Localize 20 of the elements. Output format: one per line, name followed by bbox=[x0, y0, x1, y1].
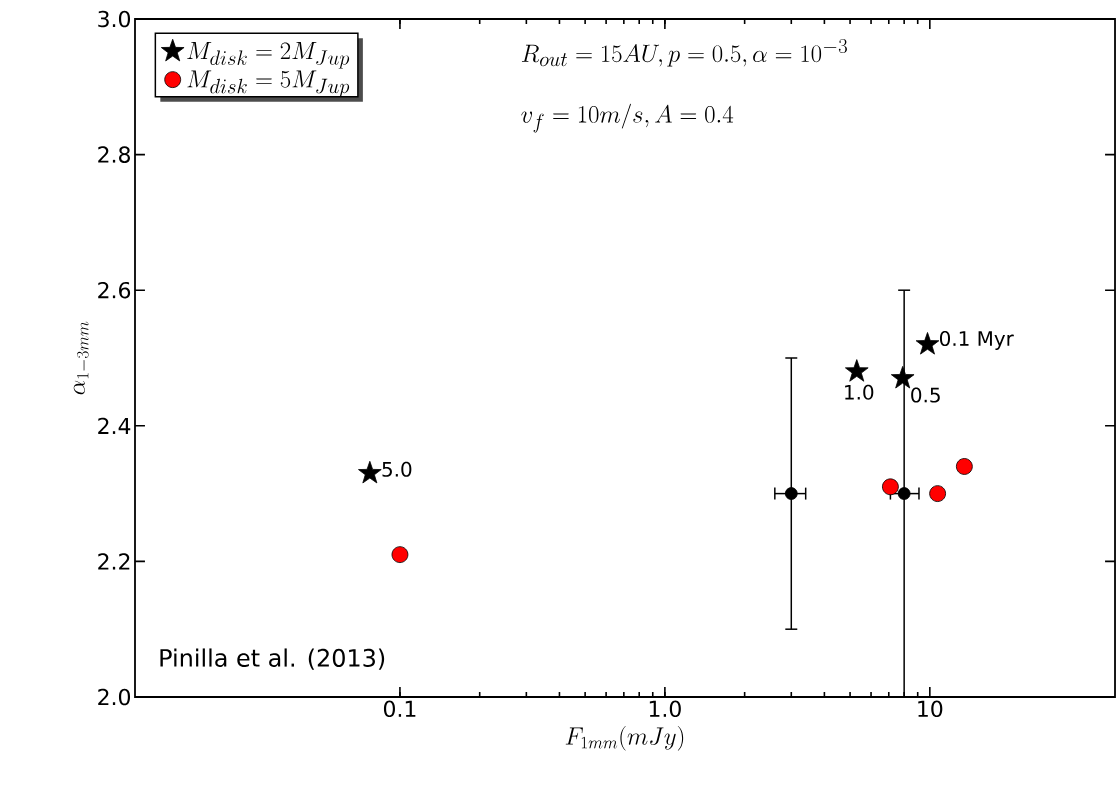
annotation: Pinilla et al. (2013) bbox=[160, 648, 385, 670]
y-axis-title: $\alpha_{1-3mm}$ bbox=[73, 321, 89, 395]
annotation: 1.0 bbox=[845, 384, 874, 400]
legend-label: $M_{disk}=2M_{Jup}$ bbox=[187, 42, 350, 69]
annotation: 0.1 Myr bbox=[939, 330, 1014, 350]
annotation: $R_{out}=15AU,p=0.5,\alpha=10^{-3}$ bbox=[521, 39, 847, 67]
y-tick-label: 3.0 bbox=[98, 10, 131, 28]
annotation: $v_f=10m/s,A=0.4$ bbox=[521, 103, 734, 133]
y-tick-label: 2.2 bbox=[98, 553, 130, 570]
legend-label: $M_{disk}=5M_{Jup}$ bbox=[187, 70, 350, 97]
x-tick-label: 10 bbox=[918, 700, 943, 718]
y-tick-label: 2.4 bbox=[98, 417, 131, 434]
annotation: 0.5 bbox=[911, 387, 940, 403]
annotation: 5.0 bbox=[382, 461, 412, 477]
x-tick-label: 1.0 bbox=[649, 700, 681, 718]
x-tick-label: 0.1 bbox=[383, 700, 416, 718]
x-axis-title: $F_{1mm}(mJy)$ bbox=[565, 725, 684, 751]
y-tick-label: 2.6 bbox=[98, 281, 131, 299]
y-tick-label: 2.8 bbox=[98, 146, 130, 163]
y-tick-label: 2.0 bbox=[98, 688, 131, 706]
